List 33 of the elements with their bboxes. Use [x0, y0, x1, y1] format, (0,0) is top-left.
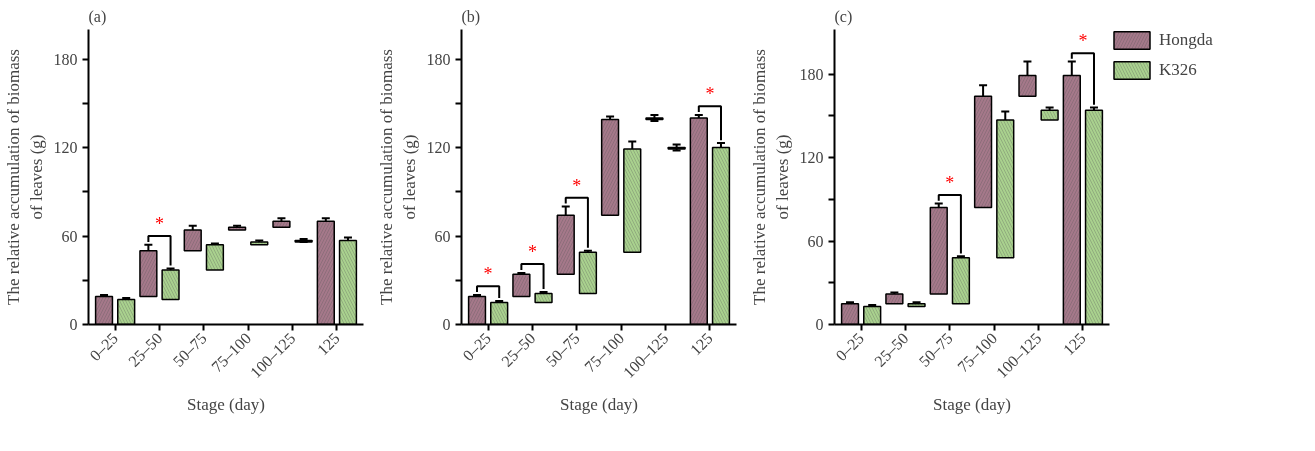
- x-axis-title: Stage (day): [933, 395, 1011, 415]
- legend-label: K326: [1159, 60, 1197, 80]
- y-axis-title: The relative accumulation of biomass of leaves (g): [3, 49, 46, 305]
- y-tick-label: 120: [799, 149, 824, 167]
- y-tick-label: 180: [53, 50, 78, 68]
- y-axis-title: The relative accumulation of biomass of leaves (g): [376, 49, 419, 305]
- y-axis-title: The relative accumulation of biomass of leaves (g): [749, 49, 792, 305]
- annotation: *: [527, 242, 537, 263]
- y-tick-label: 180: [426, 50, 451, 68]
- annotation: *: [945, 173, 955, 194]
- x-axis-title: Stage (day): [187, 395, 265, 415]
- y-tick-label: 60: [61, 227, 78, 245]
- chart-title: (a): [88, 7, 107, 26]
- x-tick-label: 125: [686, 329, 716, 359]
- x-tick-label: 125: [313, 329, 343, 359]
- chart-title: (c): [834, 7, 853, 26]
- chart-title: (b): [461, 7, 481, 26]
- y-tick-label: 60: [434, 227, 451, 245]
- y-tick-label: 180: [799, 65, 824, 83]
- annotation: *: [705, 84, 715, 105]
- y-tick-label: 0: [815, 316, 824, 333]
- y-tick-label: 0: [442, 316, 451, 333]
- annotation: *: [1078, 31, 1088, 52]
- y-tick-label: 120: [53, 139, 78, 156]
- y-tick-label: 60: [807, 232, 824, 250]
- y-tick-label: 120: [426, 139, 451, 156]
- annotation: *: [483, 264, 493, 285]
- annotation: *: [572, 175, 582, 196]
- x-tick-label: 125: [1059, 329, 1089, 359]
- y-tick-label: 0: [69, 316, 78, 333]
- x-axis-title: Stage (day): [560, 395, 638, 415]
- legend-label: Hongda: [1159, 30, 1213, 50]
- annotation: *: [154, 214, 164, 234]
